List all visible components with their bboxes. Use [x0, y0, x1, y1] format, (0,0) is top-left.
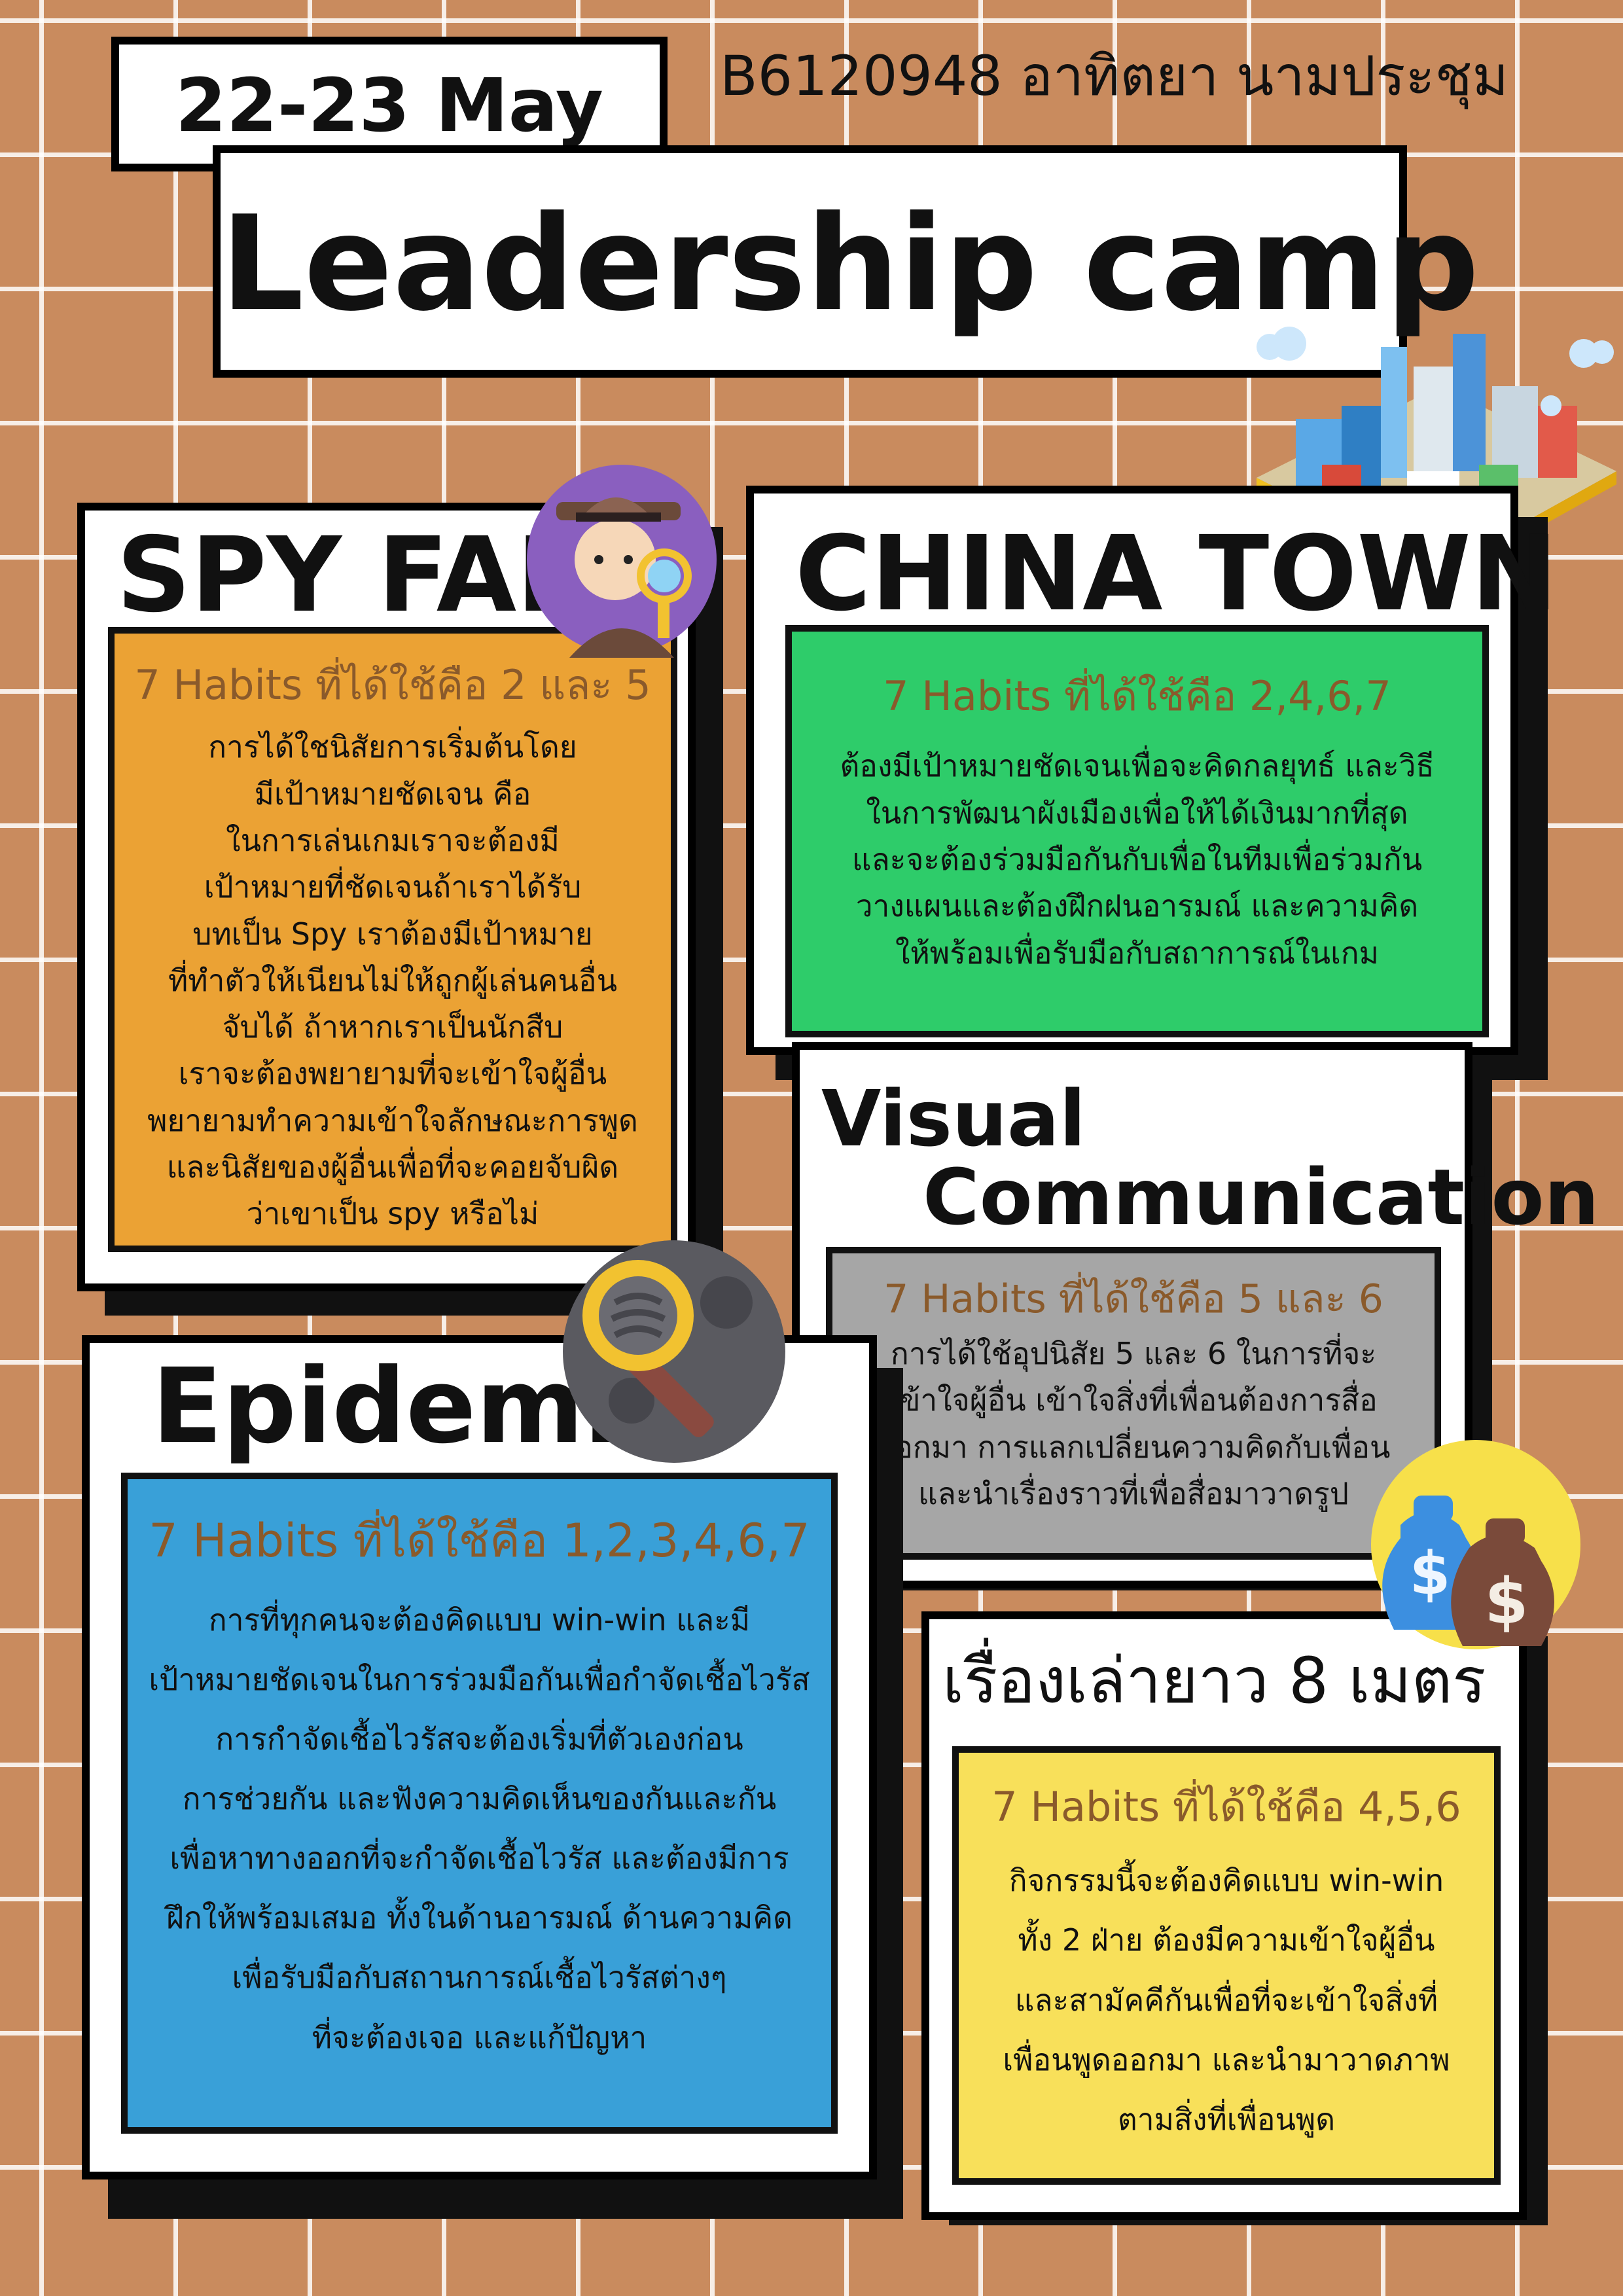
visual-panel: 7 Habits ที่ได้ใช้คือ 5 และ 6 การได้ใช้อ… — [826, 1247, 1441, 1560]
spyfall-text: การได้ใชนิสัยการเริ่มต้นโดย มีเป้าหมายชั… — [147, 729, 638, 1232]
visual-habits: 7 Habits ที่ได้ใช้คือ 5 และ 6 — [883, 1276, 1383, 1322]
visual-text: การได้ใช้อุปนิสัย 5 และ 6 ในการที่จะ เข้… — [876, 1336, 1391, 1511]
date-label: 22-23 May — [175, 63, 603, 149]
svg-text:$: $ — [1410, 1539, 1451, 1608]
svg-text:$: $ — [1485, 1565, 1529, 1638]
chinatown-habits: 7 Habits ที่ได้ใช้คือ 2,4,6,7 — [883, 672, 1391, 720]
chinatown-panel: 7 Habits ที่ได้ใช้คือ 2,4,6,7 ต้องมีเป้า… — [785, 625, 1489, 1037]
story-text: กิจกรรมนี้จะต้องคิดแบบ win-win ทั้ง 2 ฝ่… — [1003, 1863, 1450, 2137]
title-box: Leadership camp — [213, 145, 1480, 378]
epidemic-panel: 7 Habits ที่ได้ใช้คือ 1,2,3,4,6,7 การที่… — [121, 1473, 838, 2134]
visual-heading-1: Visual — [821, 1073, 1086, 1164]
story-habits: 7 Habits ที่ได้ใช้คือ 4,5,6 — [991, 1783, 1461, 1831]
page-title: Leadership camp — [221, 188, 1480, 340]
chinatown-text: ต้องมีเป้าหมายชัดเจนเพื่อจะคิดกลยุทธ์ แล… — [840, 748, 1435, 971]
story-panel: 7 Habits ที่ได้ใช้คือ 4,5,6 กิจกรรมนี้จะ… — [952, 1746, 1501, 2185]
magnifier-icon — [563, 1240, 785, 1463]
chinatown-heading: CHINA TOWN — [795, 514, 1558, 634]
epidemic-text: การที่ทุกคนจะต้องคิดแบบ win-win และมี เป… — [149, 1602, 810, 2055]
story-heading: เรื่องเล่ายาว 8 เมตร — [942, 1644, 1486, 1717]
spyfall-panel: 7 Habits ที่ได้ใช้คือ 2 และ 5 การได้ใชนิ… — [108, 627, 677, 1252]
visual-heading-2: Communication — [923, 1152, 1599, 1242]
epidemic-habits: 7 Habits ที่ได้ใช้คือ 1,2,3,4,6,7 — [149, 1514, 810, 1568]
money-bags-icon: $ $ — [1371, 1440, 1580, 1649]
detective-icon — [527, 465, 717, 658]
spyfall-habits: 7 Habits ที่ได้ใช้คือ 2 และ 5 — [134, 661, 651, 709]
date-box: 22-23 May — [111, 37, 668, 171]
student-label: B6120948 อาทิตยา นามประชุม — [720, 44, 1508, 108]
